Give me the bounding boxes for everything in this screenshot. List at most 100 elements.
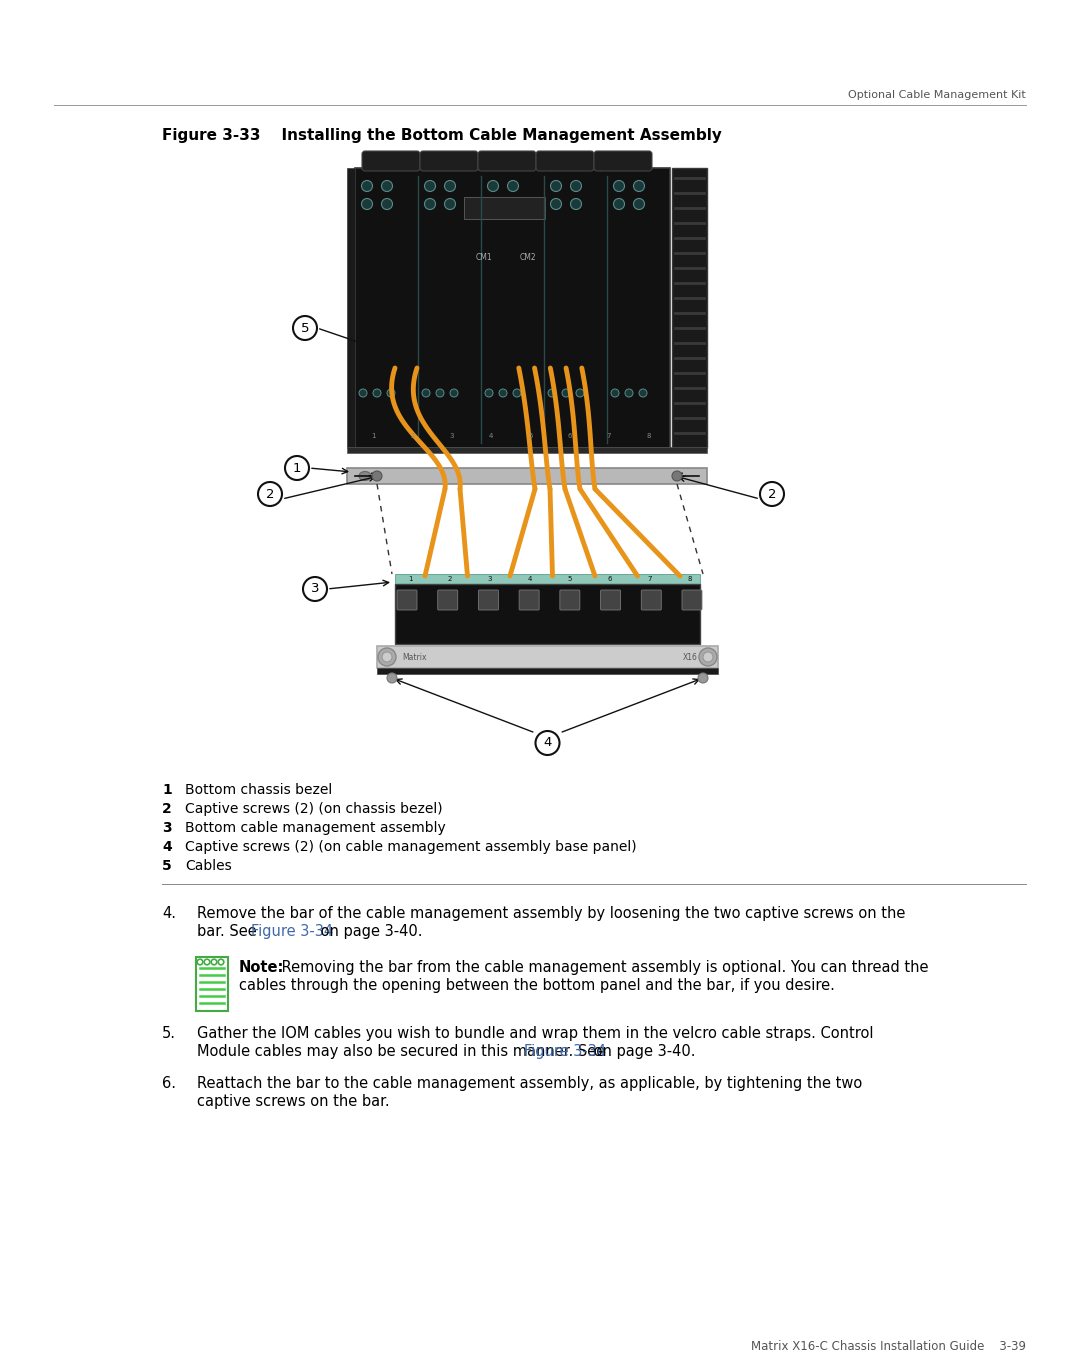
FancyBboxPatch shape: [377, 668, 718, 674]
Text: Matrix: Matrix: [402, 652, 427, 662]
Circle shape: [576, 389, 584, 397]
Circle shape: [551, 180, 562, 191]
Circle shape: [536, 731, 559, 756]
Text: 1: 1: [370, 432, 375, 439]
Text: 8: 8: [646, 432, 650, 439]
FancyBboxPatch shape: [437, 591, 458, 610]
Text: 5: 5: [300, 322, 309, 334]
FancyBboxPatch shape: [195, 958, 228, 1011]
Text: 8: 8: [688, 576, 692, 582]
FancyBboxPatch shape: [681, 591, 702, 610]
FancyBboxPatch shape: [420, 151, 478, 170]
Circle shape: [487, 199, 499, 210]
Circle shape: [508, 199, 518, 210]
Text: Gather the IOM cables you wish to bundle and wrap them in the velcro cable strap: Gather the IOM cables you wish to bundle…: [197, 1026, 874, 1041]
Text: CM1: CM1: [476, 254, 492, 262]
Text: cables through the opening between the bottom panel and the bar, if you desire.: cables through the opening between the b…: [239, 978, 835, 993]
Text: Figure 3-34: Figure 3-34: [251, 923, 333, 938]
Circle shape: [450, 389, 458, 397]
FancyBboxPatch shape: [347, 168, 355, 447]
FancyBboxPatch shape: [559, 591, 580, 610]
Text: on page 3-40.: on page 3-40.: [589, 1043, 696, 1058]
Circle shape: [258, 481, 282, 506]
FancyBboxPatch shape: [642, 591, 661, 610]
Text: Captive screws (2) (on chassis bezel): Captive screws (2) (on chassis bezel): [185, 802, 443, 816]
Text: 5.: 5.: [162, 1026, 176, 1041]
Text: Removing the bar from the cable management assembly is optional. You can thread : Removing the bar from the cable manageme…: [276, 960, 929, 975]
Text: 2: 2: [266, 487, 274, 501]
Circle shape: [672, 471, 681, 481]
Text: captive screws on the bar.: captive screws on the bar.: [197, 1094, 390, 1109]
Circle shape: [382, 652, 392, 662]
Circle shape: [436, 389, 444, 397]
Text: 5: 5: [162, 859, 172, 873]
FancyBboxPatch shape: [464, 196, 545, 220]
FancyBboxPatch shape: [395, 584, 700, 644]
FancyBboxPatch shape: [347, 468, 707, 484]
Text: 2: 2: [768, 487, 777, 501]
Text: 3: 3: [488, 576, 492, 582]
Circle shape: [387, 672, 397, 683]
Ellipse shape: [359, 472, 372, 480]
Circle shape: [634, 180, 645, 191]
Circle shape: [613, 199, 624, 210]
Circle shape: [562, 389, 570, 397]
Circle shape: [698, 672, 708, 683]
Circle shape: [508, 180, 518, 191]
Circle shape: [513, 389, 521, 397]
Text: X16: X16: [684, 652, 698, 662]
Text: Captive screws (2) (on cable management assembly base panel): Captive screws (2) (on cable management …: [185, 840, 636, 854]
Circle shape: [551, 199, 562, 210]
FancyBboxPatch shape: [347, 447, 707, 453]
Text: bar. See: bar. See: [197, 923, 261, 938]
FancyBboxPatch shape: [355, 168, 670, 447]
Text: 4: 4: [543, 737, 552, 749]
Text: 2: 2: [448, 576, 453, 582]
Text: 5: 5: [528, 432, 532, 439]
FancyBboxPatch shape: [478, 591, 499, 610]
Text: 6.: 6.: [162, 1076, 176, 1091]
FancyBboxPatch shape: [397, 591, 417, 610]
Circle shape: [378, 648, 396, 666]
Circle shape: [611, 389, 619, 397]
Text: 1: 1: [293, 461, 301, 475]
Text: 3: 3: [449, 432, 454, 439]
Circle shape: [613, 180, 624, 191]
Circle shape: [570, 180, 581, 191]
FancyBboxPatch shape: [594, 151, 652, 170]
FancyBboxPatch shape: [519, 591, 539, 610]
Text: on page 3-40.: on page 3-40.: [316, 923, 422, 938]
FancyBboxPatch shape: [672, 168, 707, 447]
Circle shape: [499, 389, 507, 397]
Text: 3: 3: [162, 821, 172, 835]
FancyBboxPatch shape: [362, 151, 420, 170]
Circle shape: [703, 652, 713, 662]
FancyBboxPatch shape: [600, 591, 621, 610]
Text: 4.: 4.: [162, 906, 176, 921]
Circle shape: [362, 199, 373, 210]
Text: Remove the bar of the cable management assembly by loosening the two captive scr: Remove the bar of the cable management a…: [197, 906, 905, 921]
Circle shape: [373, 389, 381, 397]
Circle shape: [303, 577, 327, 602]
Text: Module cables may also be secured in this manner. See: Module cables may also be secured in thi…: [197, 1043, 610, 1058]
FancyBboxPatch shape: [395, 574, 700, 584]
Text: 6: 6: [567, 432, 572, 439]
Circle shape: [570, 199, 581, 210]
Text: 2: 2: [410, 432, 415, 439]
Text: Optional Cable Management Kit: Optional Cable Management Kit: [848, 90, 1026, 100]
Text: Bottom chassis bezel: Bottom chassis bezel: [185, 783, 333, 797]
Text: 4: 4: [162, 840, 172, 854]
Text: Figure 3-33    Installing the Bottom Cable Management Assembly: Figure 3-33 Installing the Bottom Cable …: [162, 128, 721, 143]
Circle shape: [422, 389, 430, 397]
Text: 5: 5: [568, 576, 572, 582]
FancyBboxPatch shape: [377, 647, 718, 668]
Circle shape: [381, 180, 392, 191]
Circle shape: [634, 199, 645, 210]
FancyBboxPatch shape: [478, 151, 536, 170]
Circle shape: [485, 389, 492, 397]
Text: Reattach the bar to the cable management assembly, as applicable, by tightening : Reattach the bar to the cable management…: [197, 1076, 862, 1091]
Text: Bottom cable management assembly: Bottom cable management assembly: [185, 821, 446, 835]
Text: Figure 3-34: Figure 3-34: [524, 1043, 606, 1058]
Circle shape: [548, 389, 556, 397]
Text: Matrix X16-C Chassis Installation Guide    3-39: Matrix X16-C Chassis Installation Guide …: [751, 1339, 1026, 1353]
